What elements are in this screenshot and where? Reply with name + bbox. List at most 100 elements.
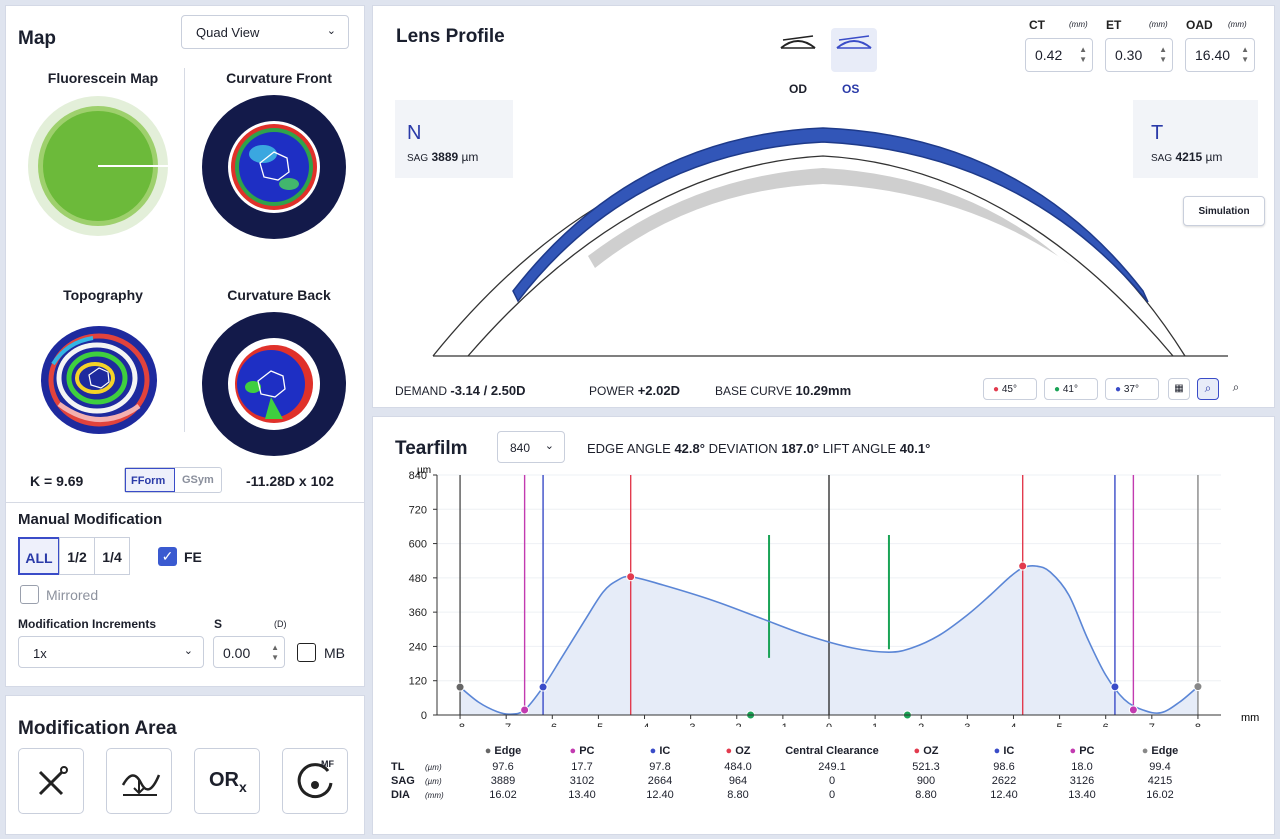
table-cell: 17.7 [571, 761, 593, 773]
legend-dot-icon: ● [569, 745, 580, 757]
increment-select[interactable]: 1x ⌄ [18, 636, 204, 668]
mb-label: MB [324, 645, 345, 661]
row-label: TL [391, 761, 405, 773]
od-label: OD [789, 82, 807, 96]
chart-line [459, 565, 1199, 715]
topography-map[interactable] [39, 324, 163, 438]
x-tick-label: 7 [1149, 722, 1155, 727]
ct-label: CT [1029, 18, 1045, 32]
curvature-front-title: Curvature Front [226, 70, 332, 86]
table-header-cell: ● OZ [725, 745, 751, 757]
table-header-cell: ● PC [1069, 745, 1095, 757]
angle-37-button[interactable]: ● 37° [1105, 378, 1159, 400]
oad-value: 16.40 [1195, 47, 1231, 63]
tearfilm-chart[interactable]: 0 120 240 360 480 600 720 840 -8 -7 -6 -5 -4 -3 -2 -1 0 1… [373, 457, 1276, 727]
angle-45-button[interactable]: ● 45° [983, 378, 1037, 400]
table-cell: 12.40 [646, 789, 674, 801]
table-cell: 2664 [647, 775, 673, 787]
curvature-back-map[interactable] [201, 311, 349, 459]
s-label: S [214, 617, 223, 631]
row-label: DIA [391, 789, 410, 801]
mf-button[interactable]: MF [282, 748, 348, 814]
temporal-sag: SAG 4215 µm [1151, 150, 1223, 164]
table-cell: 8.80 [915, 789, 937, 801]
orx-button[interactable]: ORx [194, 748, 260, 814]
os-label: OS [842, 82, 860, 96]
grid-toggle-button[interactable]: ▦ [1168, 378, 1190, 400]
et-stepper[interactable]: 0.30 ▲ ▼ [1105, 38, 1173, 72]
data-point [1193, 682, 1203, 692]
stepper-arrows-icon[interactable]: ▲ ▼ [1159, 45, 1167, 64]
curve-adjust-icon [121, 774, 161, 796]
x-tick-label: 0 [826, 722, 832, 727]
x-tick-label: -3 [686, 722, 696, 727]
cyl-value: -11.28D x 102 [246, 473, 334, 489]
demand-readout: DEMAND -3.14 / 2.50D [395, 383, 526, 398]
table-cell: 99.4 [1149, 761, 1171, 773]
curvature-front-map[interactable] [201, 94, 349, 242]
data-point [538, 682, 548, 692]
table-cell: 3126 [1069, 775, 1095, 787]
chart-axes: 0 120 240 360 480 600 720 840 -8 -7 -6 -5 -4 -3 -2 -1 0 1… [409, 470, 1221, 727]
tearfilm-select[interactable]: 840 ⌄ [497, 431, 565, 463]
dot-icon: ● [1115, 384, 1122, 395]
mirrored-checkbox[interactable] [20, 585, 39, 604]
lens-profile-drawing [432, 127, 1228, 357]
wand-icon [38, 766, 68, 796]
chart-markers [455, 561, 1203, 720]
dot-icon: ● [1054, 384, 1061, 395]
oad-stepper[interactable]: 16.40 ▲ ▼ [1185, 38, 1255, 72]
s-value: 0.00 [223, 645, 251, 661]
data-point [520, 705, 530, 715]
increments-label: Modification Increments [18, 617, 157, 631]
fe-checkbox[interactable]: ✓ [158, 547, 177, 566]
tearfilm-line [459, 565, 1199, 715]
mb-checkbox[interactable] [297, 643, 316, 662]
stepper-arrows-icon[interactable]: ▲ ▼ [271, 643, 279, 662]
legend-dot-icon: ● [1069, 745, 1080, 757]
row-unit: (mm) [425, 790, 444, 800]
fluorescein-map-title: Fluorescein Map [47, 70, 159, 86]
stepper-arrows-icon[interactable]: ▲ ▼ [1079, 45, 1087, 64]
os-eye-button[interactable] [831, 28, 877, 72]
table-header-cell: ● OZ [913, 745, 939, 757]
power-readout: POWER +2.02D [589, 383, 680, 398]
table-header-cell: ● IC [993, 745, 1015, 757]
fe-label: FE [184, 549, 202, 565]
data-point [626, 572, 636, 582]
curve-adjust-button[interactable] [106, 748, 172, 814]
divider [6, 502, 364, 503]
chart-green-segments [768, 535, 890, 658]
stepper-arrows-icon[interactable]: ▲ ▼ [1241, 45, 1249, 64]
simulation-button[interactable]: Simulation [1183, 196, 1265, 226]
angle-41-button[interactable]: ● 41° [1044, 378, 1098, 400]
y-tick-label: 240 [409, 641, 427, 653]
wand-tool-button[interactable] [18, 748, 84, 814]
x-tick-label: 4 [1010, 722, 1016, 727]
curvature-back-title: Curvature Back [227, 287, 331, 303]
ct-stepper[interactable]: 0.42 ▲ ▼ [1025, 38, 1093, 72]
zoom-in-button[interactable]: ⌕ [1197, 378, 1219, 400]
table-cell: 12.40 [990, 789, 1018, 801]
view-select[interactable]: Quad View ⌄ [181, 15, 349, 49]
gsym-toggle[interactable]: GSym [182, 474, 214, 486]
segment-all[interactable]: ALL [18, 537, 60, 575]
legend-dot-icon: ● [649, 745, 660, 757]
s-stepper[interactable]: 0.00 ▲ ▼ [213, 636, 285, 668]
mirrored-label: Mirrored [46, 587, 99, 603]
segment-half[interactable]: 1/2 [59, 537, 95, 575]
legend-dot-icon: ● [725, 745, 736, 757]
zoom-out-button[interactable]: ⌕ [1225, 378, 1247, 400]
od-eye-button[interactable] [777, 28, 819, 70]
form-toggle: FForm GSym [124, 467, 222, 493]
x-tick-label: -4 [640, 722, 650, 727]
table-cell: 249.1 [818, 761, 846, 773]
segment-quarter[interactable]: 1/4 [94, 537, 130, 575]
x-tick-label: -6 [547, 722, 557, 727]
k-value: K = 9.69 [30, 473, 84, 489]
table-cell: 16.02 [489, 789, 517, 801]
zoom-in-icon: ⌕ [1204, 381, 1212, 395]
area-fill [460, 565, 1198, 715]
fluorescein-map[interactable] [26, 94, 180, 248]
fform-toggle[interactable]: FForm [125, 468, 175, 492]
